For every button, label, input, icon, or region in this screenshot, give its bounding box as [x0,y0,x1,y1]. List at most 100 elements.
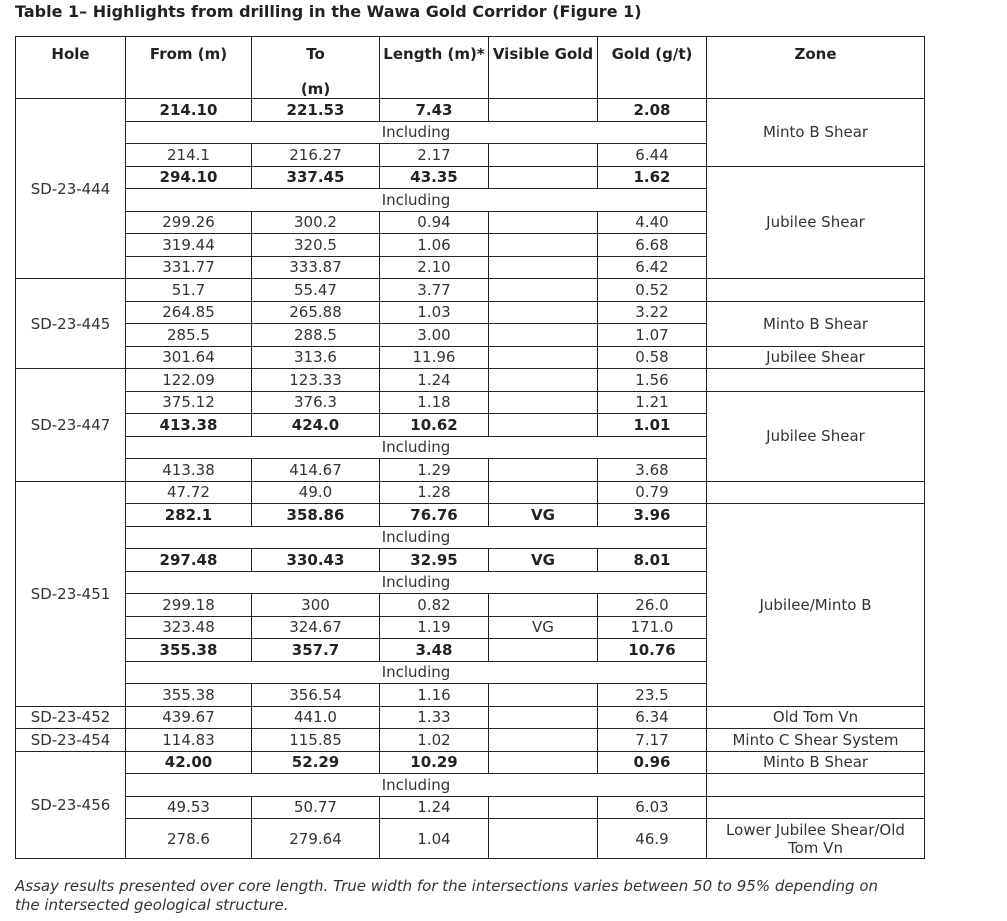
including-row: Including [16,570,925,594]
zone-cell: Jubilee Shear [706,165,925,279]
zone-cell: Minto B Shear [706,300,925,347]
length-cell: 3.00 [379,323,489,347]
table-row: 323.48 324.67 1.19 VG 171.0 [16,615,925,639]
table-row: 297.48 330.43 32.95 VG 8.01 [16,548,925,572]
table-footnote: Assay results presented over core length… [15,877,879,914]
table-row: SD-23-454 114.83 115.85 1.02 7.17 Minto C She… [15,728,925,752]
visible-gold-cell [488,390,598,414]
gold-cell: 1.56 [597,368,707,392]
length-cell: 32.95 [379,548,489,572]
zone-cell [706,480,925,504]
gold-cell: 0.52 [597,278,707,302]
table-body: SD-23-444 214.10 221.53 7.43 2.08 Minto B She… [15,98,925,859]
from-cell: 264.85 [125,300,252,324]
from-cell: 297.48 [125,548,252,572]
visible-gold-cell [488,98,598,122]
visible-gold-cell [488,458,598,482]
visible-gold-cell [488,300,598,324]
including-label: Including [125,570,707,594]
including-label: Including [125,660,707,684]
length-cell: 1.24 [379,368,489,392]
table-row: 301.64 313.6 11.96 0.58 Jubilee Shear [16,345,925,369]
table-row: 214.1 216.27 2.17 6.44 [16,143,925,167]
zone-cell [706,368,925,392]
to-cell: 414.67 [251,458,380,482]
including-label: Including [125,188,707,212]
to-cell: 279.64 [251,818,380,859]
visible-gold-cell [488,413,598,437]
table-row: SD-23-447 122.09 123.33 1.24 1.56 [15,368,925,482]
from-cell: 278.6 [125,818,252,859]
length-cell: 3.77 [379,278,489,302]
header-gold: Gold (g/t) [597,36,707,99]
including-label: Including [125,120,707,144]
gold-cell: 2.08 [597,98,707,122]
gold-cell: 4.40 [597,210,707,234]
including-row: Including [16,120,925,144]
visible-gold-cell [488,210,598,234]
to-cell: 300 [251,593,380,617]
gold-cell: 6.42 [597,255,707,279]
header-zone: Zone [706,36,925,99]
table-title: Table 1– Highlights from drilling in the… [15,2,642,21]
from-cell: 439.67 [125,705,252,729]
to-cell: 356.54 [251,683,380,707]
visible-gold-cell [488,323,598,347]
table-row: SD-23-445 51.7 55.47 3.77 0.52 [15,278,925,369]
length-cell: 2.17 [379,143,489,167]
to-cell: 265.88 [251,300,380,324]
gold-cell: 0.58 [597,345,707,369]
zone-cell: Minto B Shear [706,98,925,167]
gold-cell: 46.9 [597,818,707,859]
drilling-highlights-table: Hole From (m) To (m) Length (m)* Visible … [15,36,925,859]
length-cell: 1.02 [379,728,489,752]
gold-cell: 0.96 [597,750,707,774]
to-cell: 330.43 [251,548,380,572]
to-cell: 424.0 [251,413,380,437]
from-cell: 114.83 [125,728,252,752]
hole-cell: SD-23-447 [15,368,126,482]
zone-cell [706,773,925,797]
gold-cell: 8.01 [597,548,707,572]
from-cell: 282.1 [125,503,252,527]
including-label: Including [125,525,707,549]
length-cell: 1.04 [379,818,489,859]
table-row: SD-23-456 42.00 52.29 10.29 0.96 Minto B Shea… [15,750,925,859]
table-row: SD-23-452 439.67 441.0 1.33 6.34 Old Tom Vn [15,705,925,729]
visible-gold-cell: VG [488,503,598,527]
zone-cell: Lower Jubilee Shear/Old Tom Vn [706,818,925,859]
to-cell: 358.86 [251,503,380,527]
length-cell: 3.48 [379,638,489,662]
length-cell: 0.82 [379,593,489,617]
from-cell: 49.53 [125,795,252,819]
length-cell: 43.35 [379,165,489,189]
visible-gold-cell [488,278,598,302]
from-cell: 301.64 [125,345,252,369]
to-cell: 357.7 [251,638,380,662]
from-cell: 299.18 [125,593,252,617]
gold-cell: 23.5 [597,683,707,707]
gold-cell: 6.03 [597,795,707,819]
zone-cell: Jubilee/Minto B [706,503,925,707]
hole-cell: SD-23-452 [15,705,126,729]
from-cell: 319.44 [125,233,252,257]
to-cell: 49.0 [251,480,380,504]
length-cell: 1.18 [379,390,489,414]
length-cell: 0.94 [379,210,489,234]
table-row: 264.85 265.88 1.03 3.22 Minto B Shear [16,300,925,347]
gold-cell: 1.62 [597,165,707,189]
visible-gold-cell [488,750,598,774]
to-cell: 50.77 [251,795,380,819]
hole-cell: SD-23-445 [15,278,126,369]
header-length: Length (m)* [379,36,489,99]
visible-gold-cell [488,818,598,859]
header-row: Hole From (m) To (m) Length (m)* Visible … [15,36,925,99]
zone-cell: Minto C Shear System [706,728,925,752]
header-visible-gold: Visible Gold [488,36,598,99]
visible-gold-cell: VG [488,548,598,572]
table-row: 355.38 357.7 3.48 10.76 [16,638,925,662]
visible-gold-cell [488,345,598,369]
from-cell: 413.38 [125,458,252,482]
gold-cell: 3.68 [597,458,707,482]
table-row: 294.10 337.45 43.35 1.62 Jubilee Shear [16,165,925,279]
